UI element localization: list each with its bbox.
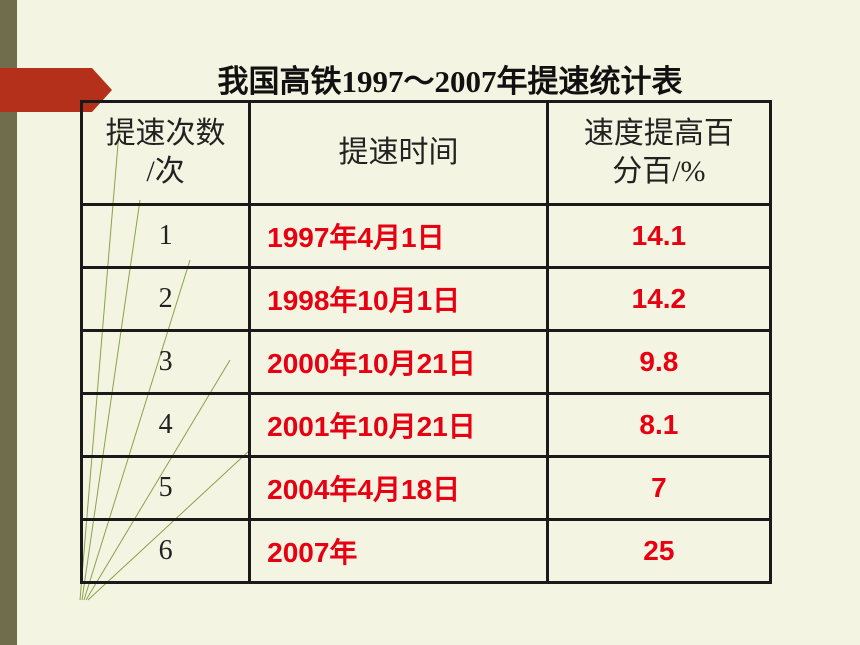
speed-increase: 8.1 — [545, 392, 773, 458]
row-number: 2 — [79, 266, 252, 332]
row-number: 6 — [79, 518, 252, 584]
header-cell: 速度提高百分百/% — [545, 100, 773, 206]
speed-increase: 14.2 — [545, 266, 773, 332]
header-line: 提速时间 — [338, 136, 459, 169]
table-row: 1 1997年4月1日 14.1 — [79, 203, 773, 269]
speedup-date: 2004年4月18日 — [248, 455, 549, 521]
header-line: /次 — [146, 155, 185, 188]
table-row: 4 2001年10月21日 8.1 — [79, 392, 773, 458]
table-row: 3 2000年10月21日 9.8 — [79, 329, 773, 395]
table-row: 2 1998年10月1日 14.2 — [79, 266, 773, 332]
title: 我国高铁1997～2007年提速统计表 — [217, 64, 683, 99]
side-bar — [0, 0, 17, 645]
speedup-date: 2000年10月21日 — [248, 329, 549, 395]
speed-increase: 14.1 — [545, 203, 773, 269]
table-row: 6 2007年 25 — [79, 518, 773, 584]
header-line: 分百/% — [612, 155, 706, 188]
speed-increase: 25 — [545, 518, 773, 584]
speed-increase: 9.8 — [545, 329, 773, 395]
header-line: 速度提高百 — [583, 117, 734, 150]
row-number: 4 — [79, 392, 252, 458]
speedup-date: 1998年10月1日 — [248, 266, 549, 332]
speedup-date: 2001年10月21日 — [248, 392, 549, 458]
row-number: 1 — [79, 203, 252, 269]
header-row: 提速次数/次 提速时间 速度提高百分百/% — [79, 100, 773, 206]
table: 提速次数/次 提速时间 速度提高百 分百/% 1 1997年4月1日 14.1 2 1998年1… — [79, 100, 773, 584]
table-row: 5 2004年4月18日 7 — [79, 455, 773, 521]
row-number: 5 — [79, 455, 252, 521]
speed-increase: 7 — [545, 455, 773, 521]
speedup-date: 2007年 — [248, 518, 549, 584]
row-number: 3 — [79, 329, 252, 395]
header-cell: 提速次数/次 — [79, 100, 252, 206]
header-line: 提速次数 — [105, 117, 226, 150]
table-body: 提速次数/次 提速时间 速度提高百 分百/% 1 1997年4月1日 14.1 2 1998年1… — [79, 100, 773, 584]
speedup-date: 1997年4月1日 — [248, 203, 549, 269]
header-cell: 提速时间 — [248, 100, 549, 206]
